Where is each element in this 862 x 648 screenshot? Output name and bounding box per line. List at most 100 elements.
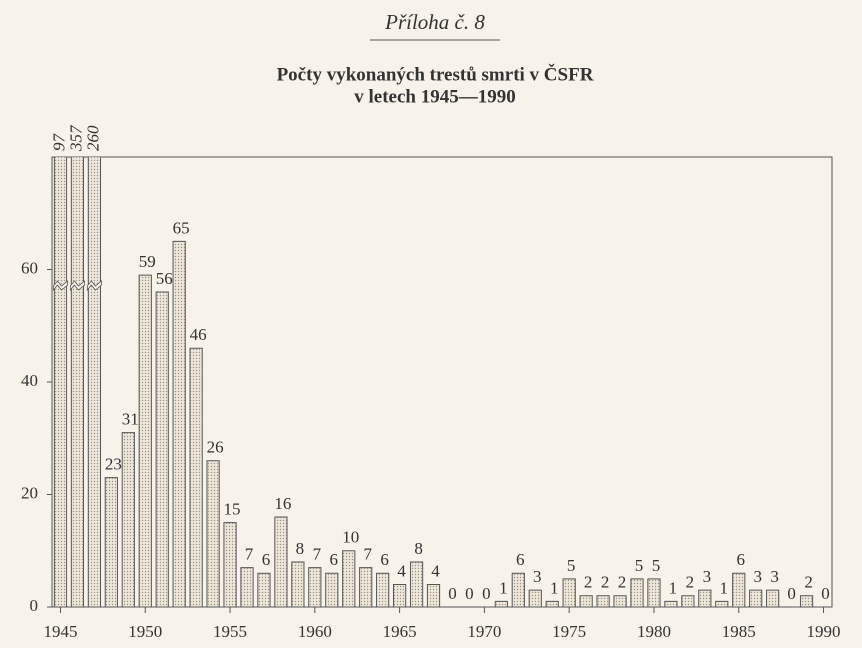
x-tick-label: 1980 (637, 622, 671, 641)
bar (308, 567, 322, 608)
value-label: 0 (821, 584, 830, 603)
axis-break (52, 280, 68, 292)
bar (630, 578, 644, 608)
value-label: 357 (66, 124, 85, 152)
value-label: 7 (313, 545, 322, 564)
bar (121, 432, 135, 608)
value-label: 6 (262, 550, 271, 569)
bar (562, 578, 576, 608)
value-label: 8 (414, 539, 423, 558)
bar (579, 595, 593, 608)
bar (749, 589, 763, 608)
x-tick-label: 1955 (213, 622, 247, 641)
bar (715, 600, 729, 608)
bar (376, 572, 390, 608)
value-label: 3 (770, 567, 779, 586)
value-label: 0 (465, 584, 474, 603)
value-label: 2 (804, 573, 813, 592)
bar (528, 589, 542, 608)
bar (732, 572, 746, 608)
x-tick-label: 1965 (383, 622, 417, 641)
axis-break (69, 280, 85, 292)
bar (647, 578, 661, 608)
x-tick-label: 1960 (298, 622, 332, 641)
bar (291, 561, 305, 608)
bar (613, 595, 627, 608)
bar (240, 567, 254, 608)
bar (426, 584, 441, 608)
bar (681, 595, 695, 608)
bar (494, 600, 508, 608)
x-tick-label: 1950 (128, 622, 162, 641)
bar (766, 589, 780, 608)
bar (799, 595, 814, 608)
value-label: 2 (584, 573, 593, 592)
bar (155, 291, 169, 608)
bar (87, 157, 101, 608)
value-label: 4 (431, 561, 440, 580)
value-label: 26 (207, 438, 224, 457)
value-label: 7 (245, 545, 254, 564)
x-tick-label: 1970 (467, 622, 501, 641)
value-label: 0 (482, 584, 491, 603)
bar (172, 240, 186, 608)
x-tick-label: 1975 (552, 622, 586, 641)
x-tick-label: 1990 (807, 622, 841, 641)
bar (257, 572, 271, 608)
value-label: 65 (173, 218, 190, 237)
value-label: 5 (652, 556, 661, 575)
value-label: 1 (720, 578, 729, 597)
bar (274, 516, 288, 608)
bar (664, 600, 678, 608)
bar (138, 274, 152, 608)
value-label: 56 (156, 269, 173, 288)
value-label: 1 (669, 578, 678, 597)
value-label: 31 (122, 410, 139, 429)
value-label: 4 (397, 561, 406, 580)
value-label: 2 (686, 573, 695, 592)
value-label: 5 (567, 556, 576, 575)
bars (53, 157, 814, 608)
x-tick-label: 1985 (722, 622, 756, 641)
y-tick-label: 60 (21, 258, 38, 277)
value-label: 8 (296, 539, 305, 558)
value-label: 23 (105, 455, 122, 474)
value-label: 5 (635, 556, 644, 575)
bar (325, 572, 339, 608)
bar (206, 460, 220, 608)
value-label: 15 (224, 500, 241, 519)
value-label: 2 (601, 573, 610, 592)
value-label: 6 (330, 550, 339, 569)
bar (698, 589, 712, 608)
bar (189, 347, 203, 608)
plot-frame (51, 156, 833, 608)
value-label: 3 (533, 567, 542, 586)
value-label: 3 (753, 567, 762, 586)
bar (342, 550, 356, 608)
value-label: 59 (139, 252, 156, 271)
value-label: 2 (618, 573, 627, 592)
bar (409, 561, 424, 608)
value-label: 6 (516, 550, 525, 569)
x-tick-label: 1945 (43, 622, 77, 641)
bar (70, 157, 85, 608)
value-label: 260 (83, 125, 102, 151)
y-tick-label: 0 (30, 596, 39, 615)
value-label: 0 (448, 584, 457, 603)
value-label: 46 (190, 325, 207, 344)
bar (596, 595, 610, 608)
value-label: 10 (342, 528, 359, 547)
y-tick-label: 20 (21, 483, 38, 502)
value-label: 6 (380, 550, 389, 569)
value-label: 7 (363, 545, 372, 564)
value-label: 1 (550, 578, 559, 597)
value-label: 97 (49, 133, 68, 152)
value-label: 6 (736, 550, 745, 569)
value-label: 1 (499, 578, 508, 597)
y-tick-label: 40 (21, 371, 38, 390)
bar (104, 477, 118, 608)
value-label: 3 (703, 567, 712, 586)
bar (545, 600, 559, 608)
